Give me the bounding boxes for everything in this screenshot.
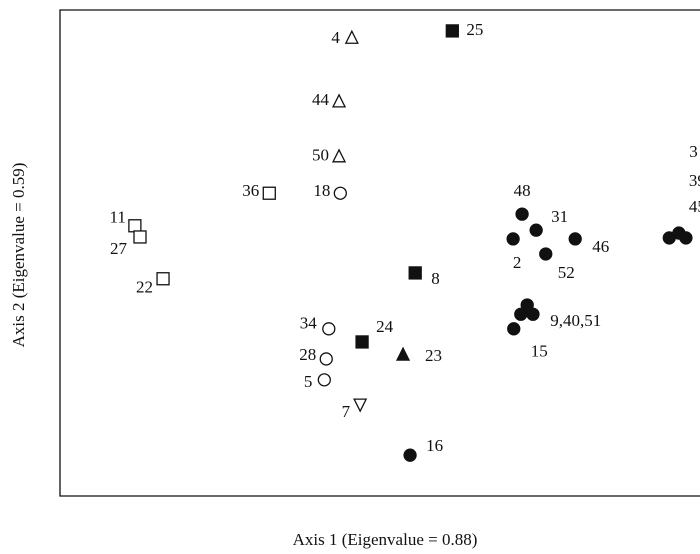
point: [355, 335, 369, 349]
point: [403, 448, 417, 462]
point: [344, 29, 359, 44]
point-label: 44: [312, 90, 330, 109]
point: [506, 232, 520, 246]
point-label: 7: [342, 402, 351, 421]
point: [568, 232, 582, 246]
point-label: 5: [304, 372, 313, 391]
point-label: 46: [592, 237, 609, 256]
point-label: 28: [299, 345, 316, 364]
point-label: 36: [242, 181, 259, 200]
point: [333, 186, 347, 200]
point: [507, 322, 521, 336]
point-label: 16: [426, 436, 443, 455]
point: [395, 346, 411, 361]
point: [317, 373, 331, 387]
point: [262, 186, 276, 200]
point-label: 45: [689, 197, 700, 216]
y-axis-label: Axis 2 (Eigenvalue = 0.59): [9, 163, 28, 348]
point: [526, 307, 540, 321]
point: [515, 207, 529, 221]
point-label: 22: [136, 278, 153, 297]
point: [128, 219, 142, 233]
point: [319, 352, 333, 366]
point-label: 2: [513, 253, 522, 272]
point: [539, 247, 553, 261]
point-label: 3: [689, 142, 698, 161]
point-label: 18: [313, 181, 330, 200]
point-label: 9,40,51: [550, 311, 601, 330]
point-label: 31: [551, 207, 568, 226]
point-label: 34: [300, 314, 318, 333]
point-label: 25: [466, 20, 483, 39]
point: [156, 272, 170, 286]
point-label: 8: [431, 269, 440, 288]
point-label: 11: [110, 208, 126, 227]
point-label: 48: [514, 181, 531, 200]
point-label: 50: [312, 146, 329, 165]
plot-frame: [59, 9, 700, 497]
point: [322, 322, 336, 336]
point-label: 52: [558, 263, 575, 282]
point-label: 23: [425, 346, 442, 365]
point: [331, 93, 347, 108]
point: [331, 148, 347, 163]
point: [445, 24, 459, 38]
point-label: 27: [110, 239, 128, 258]
point: [408, 266, 422, 280]
point: [679, 231, 693, 245]
point: [133, 230, 147, 244]
point-label: 15: [531, 342, 548, 361]
point-label: 24: [376, 317, 394, 336]
point-label: 4: [331, 28, 340, 47]
point: [353, 398, 368, 413]
point: [514, 307, 528, 321]
point: [529, 223, 543, 237]
x-axis-label: Axis 1 (Eigenvalue = 0.88): [293, 530, 478, 549]
point-label: 39: [689, 171, 700, 190]
